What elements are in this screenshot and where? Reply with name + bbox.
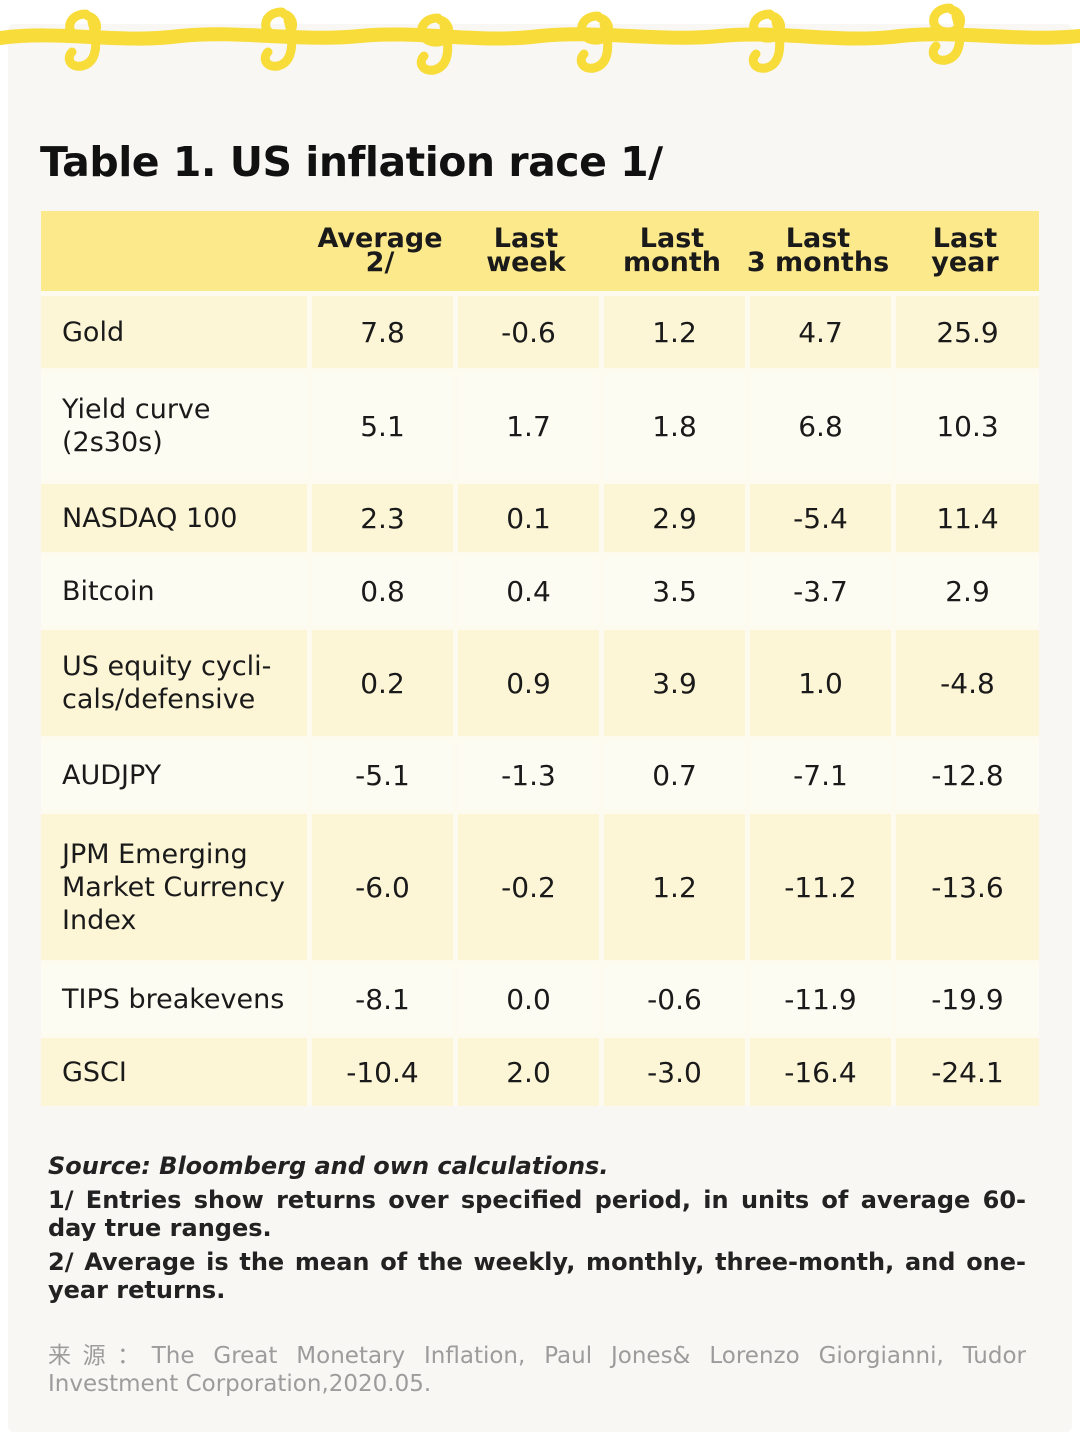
header-cell: Last year	[891, 211, 1039, 291]
row-label: TIPS breakevens	[41, 965, 307, 1033]
value-cell: 11.4	[891, 484, 1039, 552]
value-cell: 5.1	[307, 373, 453, 479]
value-cell: 0.1	[453, 484, 599, 552]
value-cell: 3.9	[599, 630, 745, 736]
value-cell: 4.7	[745, 296, 891, 368]
row-divider	[41, 368, 1039, 373]
value-cell: -0.6	[453, 296, 599, 368]
value-cell: 3.5	[599, 557, 745, 625]
inflation-race-table: Average 2/Last week Last month Last 3 mont…	[41, 211, 1039, 1106]
value-cell: 0.0	[453, 965, 599, 1033]
row-label: JPM Emerging Market Currency Index	[41, 814, 307, 960]
decorative-scribble-border	[0, 3, 1080, 75]
value-cell: -12.8	[891, 741, 1039, 809]
header-cell: Average 2/	[307, 211, 453, 291]
value-cell: 0.7	[599, 741, 745, 809]
value-cell: -7.1	[745, 741, 891, 809]
footnote-1: 1/ Entries show returns over specified p…	[48, 1186, 1026, 1242]
value-cell: -5.4	[745, 484, 891, 552]
value-cell: 0.2	[307, 630, 453, 736]
value-cell: -19.9	[891, 965, 1039, 1033]
row-divider	[41, 960, 1039, 965]
value-cell: -0.6	[599, 965, 745, 1033]
value-cell: 1.7	[453, 373, 599, 479]
value-cell: 0.9	[453, 630, 599, 736]
value-cell: -11.9	[745, 965, 891, 1033]
value-cell: -4.8	[891, 630, 1039, 736]
row-divider	[41, 809, 1039, 814]
row-label: Yield curve (2s30s)	[41, 373, 307, 479]
value-cell: -3.7	[745, 557, 891, 625]
header-cell: Last week	[453, 211, 599, 291]
value-cell: 1.2	[599, 296, 745, 368]
value-cell: -16.4	[745, 1038, 891, 1106]
row-divider	[41, 552, 1039, 557]
value-cell: 2.9	[891, 557, 1039, 625]
value-cell: -24.1	[891, 1038, 1039, 1106]
value-cell: 1.2	[599, 814, 745, 960]
row-divider	[41, 736, 1039, 741]
value-cell: 2.3	[307, 484, 453, 552]
source-note: Source: Bloomberg and own calculations.	[48, 1152, 609, 1180]
value-cell: -0.2	[453, 814, 599, 960]
value-cell: -8.1	[307, 965, 453, 1033]
value-cell: 6.8	[745, 373, 891, 479]
value-cell: 2.0	[453, 1038, 599, 1106]
value-cell: -3.0	[599, 1038, 745, 1106]
row-label: Bitcoin	[41, 557, 307, 625]
value-cell: 0.4	[453, 557, 599, 625]
value-cell: -11.2	[745, 814, 891, 960]
value-cell: 1.8	[599, 373, 745, 479]
row-divider	[41, 291, 1039, 296]
value-cell: 0.8	[307, 557, 453, 625]
value-cell: -6.0	[307, 814, 453, 960]
row-divider	[41, 1033, 1039, 1038]
value-cell: 10.3	[891, 373, 1039, 479]
header-cell: Last 3 months	[745, 211, 891, 291]
value-cell: 1.0	[745, 630, 891, 736]
header-cell-blank	[41, 211, 307, 291]
row-divider	[41, 479, 1039, 484]
table-title: Table 1. US inflation race 1/	[40, 138, 663, 186]
value-cell: 25.9	[891, 296, 1039, 368]
notes-section: Source: Bloomberg and own calculations. …	[48, 1152, 1026, 1310]
row-label: US equity cycli- cals/defensive	[41, 630, 307, 736]
citation-footer: 来源：The Great Monetary Inflation, Paul Jo…	[48, 1343, 1026, 1397]
footnote-2: 2/ Average is the mean of the weekly, mo…	[48, 1248, 1026, 1304]
value-cell: -1.3	[453, 741, 599, 809]
value-cell: 2.9	[599, 484, 745, 552]
value-cell: -5.1	[307, 741, 453, 809]
header-cell: Last month	[599, 211, 745, 291]
row-divider	[41, 625, 1039, 630]
value-cell: 7.8	[307, 296, 453, 368]
row-label: NASDAQ 100	[41, 484, 307, 552]
row-label: AUDJPY	[41, 741, 307, 809]
value-cell: -13.6	[891, 814, 1039, 960]
row-label: Gold	[41, 296, 307, 368]
value-cell: -10.4	[307, 1038, 453, 1106]
row-label: GSCI	[41, 1038, 307, 1106]
